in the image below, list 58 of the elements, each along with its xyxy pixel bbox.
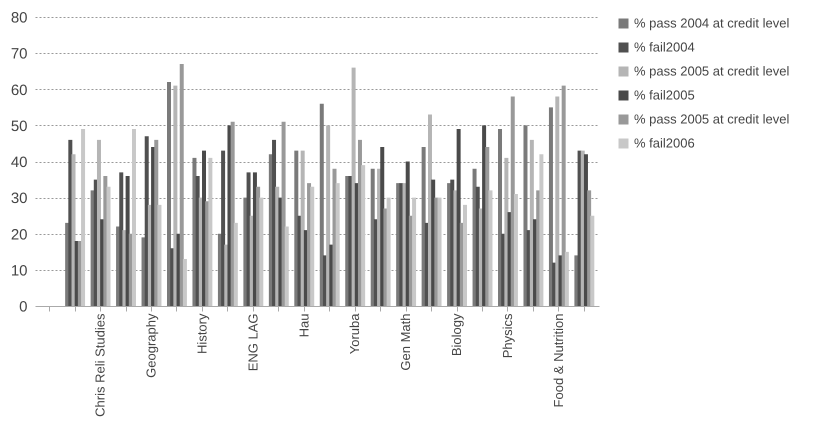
legend-label: % fail2006 (634, 136, 695, 150)
bar (144, 136, 149, 306)
bar (167, 82, 171, 306)
y-tick-label: 70 (10, 46, 28, 63)
bar (488, 190, 492, 306)
y-tick-label: 30 (10, 190, 28, 208)
y-tick-label: 10 (10, 262, 28, 280)
bar (422, 147, 426, 306)
bar (564, 252, 569, 306)
bar (438, 198, 442, 306)
x-tick-label: Gen Math (398, 314, 414, 371)
y-tick-label: 60 (10, 82, 28, 99)
bar (126, 176, 130, 306)
x-tick-label: Hau (296, 314, 312, 338)
bar (106, 186, 111, 306)
legend-label: % fail2004 (634, 40, 695, 54)
bar (182, 259, 187, 306)
x-tick-label: Geography (143, 313, 158, 378)
bar (336, 183, 340, 306)
bar (456, 128, 461, 306)
x-tick-label: History (194, 313, 210, 354)
legend-label: % pass 2005 at credit level (634, 112, 790, 126)
y-tick-label: 50 (10, 118, 28, 135)
x-tick-label: ENG LAG (245, 314, 260, 372)
x-tick-label: Yoruba (347, 312, 362, 354)
bar (412, 198, 416, 306)
bar (498, 128, 502, 306)
bar (590, 216, 594, 306)
y-tick-label: 20 (10, 226, 28, 244)
bar (246, 172, 251, 306)
bar (208, 158, 212, 306)
bar (157, 204, 162, 306)
bar (370, 168, 375, 306)
bar (463, 204, 467, 306)
y-tick-label: 80 (10, 10, 28, 26)
bar (221, 150, 226, 306)
bar (539, 154, 544, 306)
bar (259, 198, 264, 306)
bar (548, 107, 553, 306)
bar (386, 198, 391, 306)
bar (320, 104, 324, 306)
x-tick-label: Food & Nutrition (550, 314, 566, 408)
legend-label: % pass 2004 at credit level (634, 16, 790, 30)
bar (514, 194, 518, 306)
legend-label: % pass 2005 at credit level (634, 64, 790, 78)
bar (284, 226, 289, 306)
y-tick-label: 40 (10, 154, 28, 171)
legend-label: % fail2005 (634, 88, 695, 102)
bar (310, 186, 314, 306)
bar (234, 222, 238, 306)
bar (361, 165, 366, 306)
x-tick-label: Biology (449, 313, 464, 356)
bar (132, 128, 136, 306)
bar (81, 128, 86, 306)
x-tick-label: Chris Reli Studies (92, 313, 108, 417)
x-tick-label: Physics (500, 313, 515, 358)
y-tick-label: 0 (19, 298, 28, 316)
bar (406, 162, 410, 306)
